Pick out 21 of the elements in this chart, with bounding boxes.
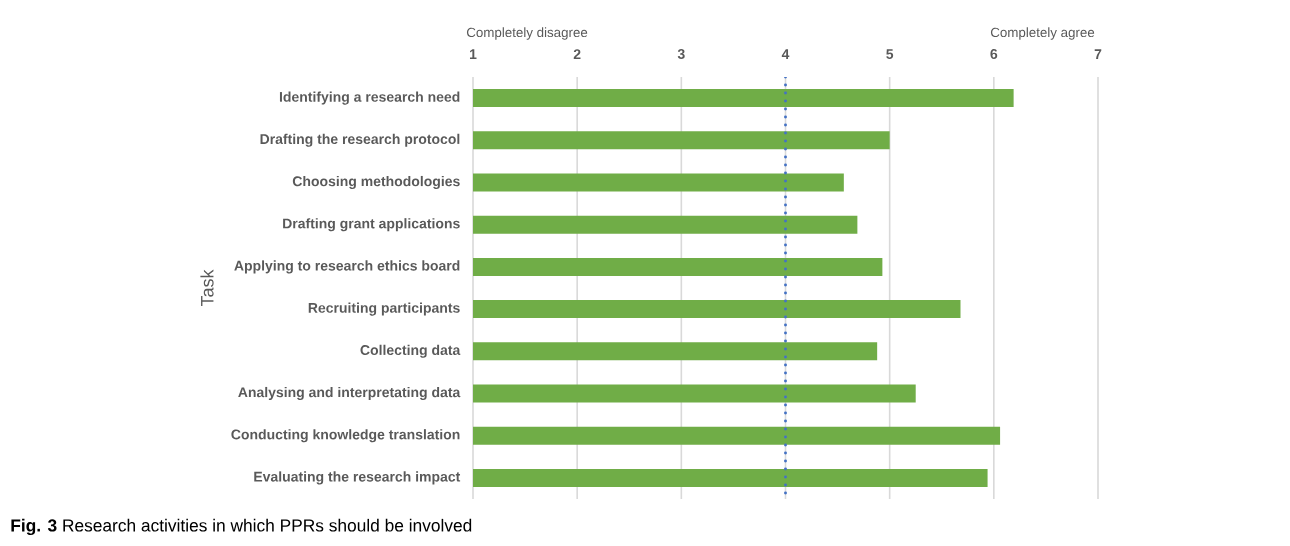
x-tick-label: 7 xyxy=(1094,49,1102,59)
x-tick-label: 3 xyxy=(677,49,685,59)
y-tick-label: Evaluating the research impact xyxy=(254,471,461,485)
text: Fig. 3 Research activities in which PPRs should be involved xyxy=(11,518,472,536)
y-tick-label: Identifying a research need xyxy=(279,91,460,105)
x-tick-label: 1 xyxy=(469,49,477,59)
x-tick-label: 6 xyxy=(990,49,998,59)
y-axis-title: Task xyxy=(200,269,214,307)
text: Completely agree xyxy=(990,27,1095,40)
y-tick-label: Applying to research ethics board xyxy=(234,260,460,274)
text: Completely disagree xyxy=(466,27,588,40)
y-tick-label: Choosing methodologies xyxy=(292,175,460,190)
x-tick-label: 4 xyxy=(781,49,790,59)
x-tick-label: 5 xyxy=(886,49,894,59)
y-tick-label: Analysing and interpretating data xyxy=(238,386,461,401)
y-tick-label: Drafting the research protocol xyxy=(260,133,460,147)
y-tick-label: Conducting knowledge translation xyxy=(231,429,460,443)
x-tick-label: 2 xyxy=(573,49,581,59)
y-tick-label: Collecting data xyxy=(360,344,461,358)
y-tick-label: Drafting grant applications xyxy=(283,218,460,232)
y-tick-label: Recruiting participants xyxy=(308,302,460,316)
